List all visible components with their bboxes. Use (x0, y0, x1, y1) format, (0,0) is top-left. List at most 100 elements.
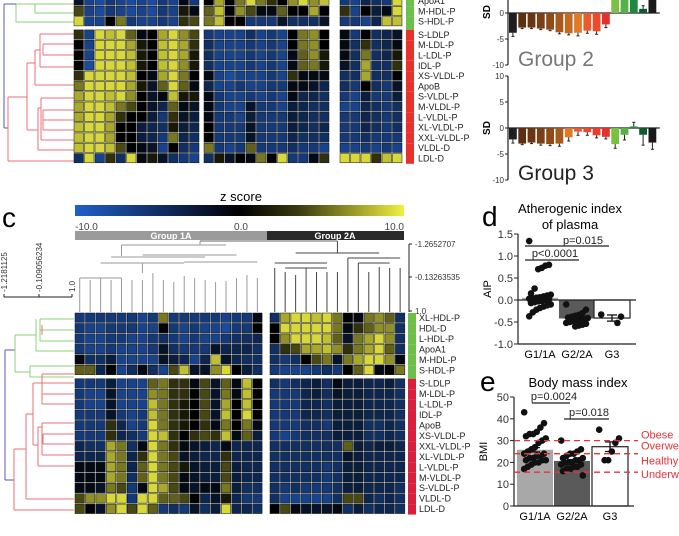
bar (536, 128, 545, 144)
chart-title-line: of plasma (542, 217, 599, 232)
heatmap-cell (115, 70, 126, 81)
heatmap-cell (137, 365, 148, 375)
panel-label-d: d (482, 201, 498, 232)
heatmap-cell (95, 441, 106, 452)
heatmap-cell (106, 312, 117, 323)
heatmap-cell (200, 472, 211, 483)
heatmap-cell (189, 409, 200, 420)
heatmap-cell (224, 50, 235, 61)
heatmap-cell (269, 333, 280, 344)
bar (629, 126, 638, 128)
heatmap-cell (360, 70, 371, 81)
heatmap-cell (84, 122, 95, 133)
heatmap-cell (395, 503, 406, 514)
heatmap-cell (392, 153, 403, 164)
heatmap-cell (252, 365, 263, 375)
heatmap-cell (168, 50, 179, 61)
heatmap-cell (84, 0, 95, 6)
heatmap-cell (269, 323, 280, 334)
heatmap-cell (94, 29, 105, 40)
heatmap-cell (381, 81, 392, 91)
heatmap-cell (245, 153, 256, 164)
y-tick-label: 10 (495, 72, 504, 81)
heatmap-cell (168, 132, 179, 143)
x-tick-label: G2/2A (556, 511, 588, 523)
heatmap-cell (277, 132, 288, 143)
heatmap-cell (241, 409, 252, 420)
heatmap-cell (350, 101, 361, 112)
heatmap-cell (280, 323, 291, 334)
x-tick-label: G2/2A (561, 349, 593, 361)
heatmap-cell (374, 333, 385, 344)
heatmap-cell (241, 323, 252, 334)
heatmap-cell (384, 323, 395, 334)
heatmap-cell (189, 451, 200, 462)
heatmap-cell (342, 409, 353, 420)
heatmap-cell (105, 16, 116, 27)
heatmap-cell (200, 430, 211, 441)
heatmap-cell (189, 112, 200, 122)
heatmap-cell (360, 60, 371, 71)
heatmap-cell (189, 39, 200, 50)
bar (555, 13, 564, 33)
heatmap-cell (231, 420, 242, 431)
heatmap-cell (360, 91, 371, 102)
data-point (540, 419, 548, 427)
heatmap-cell (252, 462, 263, 472)
heatmap-cell (363, 344, 374, 355)
heatmap-cell (116, 493, 127, 504)
bar (536, 13, 545, 29)
heatmap-cell (308, 112, 319, 122)
heatmap-cell (252, 451, 263, 462)
heatmap-cell (245, 16, 256, 27)
heatmap-cell (322, 493, 332, 504)
bar (620, 0, 629, 13)
heatmap-cell (235, 50, 246, 61)
heatmap-cell (245, 39, 256, 50)
bar (546, 13, 554, 30)
heatmap-cell (350, 6, 361, 16)
row-group-marker (406, 81, 414, 92)
heatmap-cell (353, 312, 364, 323)
scale-label: -1.2181125 (0, 252, 9, 292)
heatmap-cell (106, 482, 117, 493)
heatmap-cell (168, 323, 179, 334)
heatmap-cell (353, 503, 364, 514)
heatmap-cell (106, 503, 117, 514)
heatmap-cell (214, 122, 225, 133)
heatmap-cell (384, 312, 395, 323)
heatmap-cell (245, 112, 256, 122)
heatmap-cell (189, 344, 200, 355)
heatmap-cell (214, 0, 225, 6)
heatmap-cell (85, 420, 96, 431)
heatmap-cell (127, 388, 137, 399)
heatmap-cell (157, 142, 168, 153)
heatmap-cell (200, 503, 211, 514)
heatmap-cell (85, 312, 96, 323)
heatmap-cell (74, 333, 85, 344)
heatmap-cell (290, 451, 301, 462)
heatmap-cell (189, 365, 200, 375)
heatmap-cell (395, 399, 406, 410)
heatmap-cell (339, 112, 350, 122)
heatmap-cell (392, 101, 403, 112)
heatmap-cell (147, 503, 158, 514)
heatmap-cell (106, 323, 117, 334)
heatmap-cell (342, 441, 353, 452)
heatmap-cell (157, 112, 168, 122)
heatmap-cell (221, 409, 232, 420)
heatmap-cell (74, 503, 85, 514)
heatmap-cell (371, 6, 382, 16)
heatmap-cell (392, 60, 403, 71)
heatmap-cell (353, 378, 364, 389)
heatmap-cell (381, 132, 392, 143)
heatmap-cell (74, 399, 85, 410)
heatmap-cell (395, 441, 406, 452)
heatmap-cell (126, 39, 137, 50)
heatmap-cell (224, 91, 235, 102)
heatmap-cell (168, 91, 179, 102)
heatmap-cell (168, 344, 179, 355)
heatmap-cell (94, 50, 105, 61)
heatmap-cell (384, 344, 395, 355)
row-group-marker (406, 91, 414, 102)
